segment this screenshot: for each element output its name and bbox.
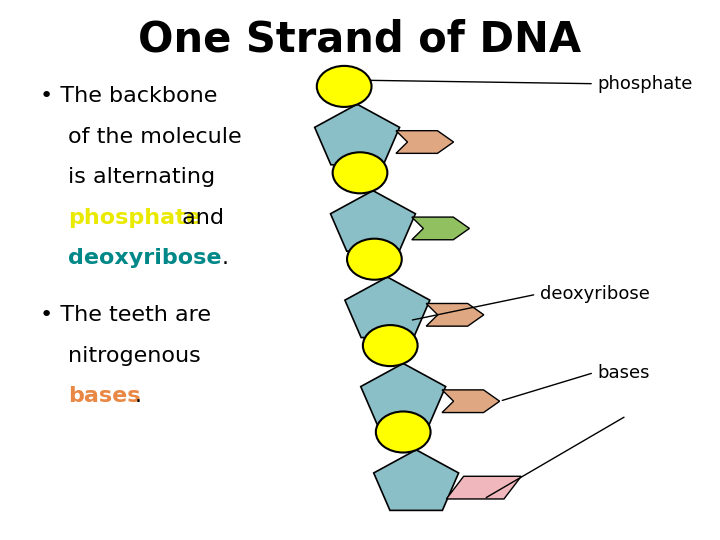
Polygon shape bbox=[442, 390, 500, 413]
Text: nitrogenous: nitrogenous bbox=[68, 346, 201, 366]
Text: bases: bases bbox=[598, 363, 650, 382]
Text: and: and bbox=[175, 208, 224, 228]
Circle shape bbox=[333, 152, 387, 193]
Text: is alternating: is alternating bbox=[68, 167, 215, 187]
Polygon shape bbox=[396, 131, 454, 153]
Text: deoxyribose: deoxyribose bbox=[540, 285, 650, 303]
Polygon shape bbox=[374, 450, 459, 510]
Polygon shape bbox=[315, 104, 400, 165]
Text: phosphate: phosphate bbox=[68, 208, 202, 228]
Circle shape bbox=[363, 325, 418, 366]
Circle shape bbox=[347, 239, 402, 280]
Polygon shape bbox=[330, 191, 415, 251]
Text: .: . bbox=[222, 248, 229, 268]
Polygon shape bbox=[361, 363, 446, 424]
Polygon shape bbox=[412, 217, 469, 240]
Text: of the molecule: of the molecule bbox=[68, 127, 242, 147]
Text: • The backbone: • The backbone bbox=[40, 86, 217, 106]
Polygon shape bbox=[345, 277, 430, 338]
Circle shape bbox=[376, 411, 431, 453]
Text: deoxyribose: deoxyribose bbox=[68, 248, 222, 268]
Text: .: . bbox=[135, 386, 142, 406]
Circle shape bbox=[317, 66, 372, 107]
Text: phosphate: phosphate bbox=[598, 75, 693, 93]
Polygon shape bbox=[446, 476, 521, 499]
Polygon shape bbox=[426, 303, 484, 326]
Text: bases: bases bbox=[68, 386, 141, 406]
Text: One Strand of DNA: One Strand of DNA bbox=[138, 19, 582, 61]
Text: • The teeth are: • The teeth are bbox=[40, 305, 210, 325]
